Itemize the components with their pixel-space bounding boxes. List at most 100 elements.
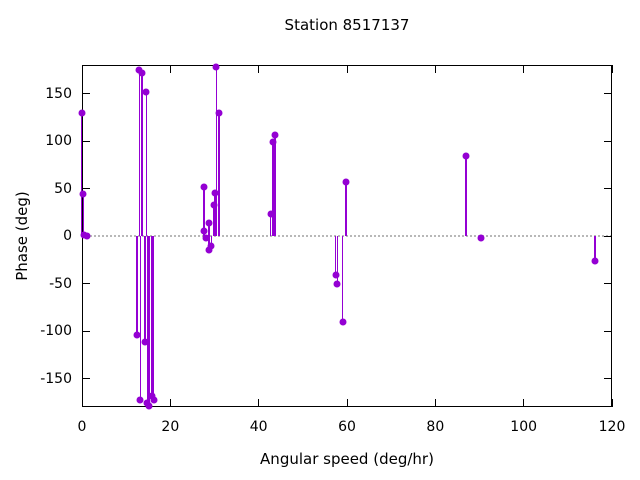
plot-area <box>78 63 613 410</box>
y-tick-mark <box>82 283 90 284</box>
y-tick-mark <box>82 188 90 189</box>
x-tick-mark <box>611 65 613 73</box>
y-tick-mark <box>604 283 612 284</box>
data-point <box>202 234 210 242</box>
data-stem <box>136 236 138 335</box>
data-point <box>133 331 141 339</box>
data-stem <box>146 236 149 404</box>
x-tick-label: 80 <box>426 419 445 435</box>
y-tick-mark <box>604 235 612 237</box>
x-tick-label: 0 <box>77 419 87 435</box>
plot-border <box>82 65 612 407</box>
x-tick-mark <box>169 399 171 407</box>
x-tick-mark <box>434 65 436 73</box>
x-tick-mark <box>81 65 83 73</box>
data-point <box>333 280 341 287</box>
y-tick-label: 150 <box>45 85 72 102</box>
x-tick-mark <box>169 65 171 73</box>
data-point <box>211 189 219 197</box>
data-stem <box>594 236 596 261</box>
data-point <box>150 396 158 404</box>
data-stem <box>144 236 146 343</box>
data-stem <box>215 66 218 236</box>
data-point <box>136 396 144 404</box>
x-tick-mark <box>258 399 260 407</box>
data-stem <box>151 236 153 396</box>
data-point <box>271 131 279 139</box>
y-tick-mark <box>82 378 90 379</box>
data-point <box>138 69 146 77</box>
data-stem <box>210 236 213 246</box>
data-point <box>200 183 208 191</box>
data-point <box>269 138 277 146</box>
data-point <box>83 232 91 240</box>
data-stem <box>272 141 274 236</box>
y-tick-mark <box>604 93 612 94</box>
data-stem <box>213 204 215 236</box>
data-stem <box>203 186 205 236</box>
data-stem <box>139 236 142 401</box>
x-tick-mark <box>523 65 525 73</box>
data-stem <box>269 214 272 236</box>
y-tick-label: 0 <box>63 228 72 244</box>
y-tick-mark <box>82 330 90 332</box>
data-stem <box>141 72 143 236</box>
data-point <box>477 234 485 242</box>
data-stem <box>465 156 467 236</box>
data-stem <box>148 236 150 407</box>
chart-title: Station 8517137 <box>284 16 410 34</box>
data-point <box>141 338 149 346</box>
x-tick-mark <box>434 399 436 407</box>
data-point <box>200 227 208 235</box>
data-stem <box>138 69 141 236</box>
data-point <box>267 210 275 218</box>
y-tick-mark <box>604 188 612 189</box>
y-tick-mark <box>604 330 612 332</box>
x-tick-mark <box>346 65 348 73</box>
data-stem <box>341 236 344 323</box>
data-point <box>78 109 86 117</box>
data-point <box>207 242 215 249</box>
x-tick-mark <box>81 399 83 407</box>
data-point <box>205 219 213 227</box>
data-stem <box>334 236 337 275</box>
x-tick-mark <box>611 399 613 407</box>
y-tick-label: 100 <box>45 133 72 149</box>
data-stem <box>274 135 276 236</box>
x-tick-label: 60 <box>338 419 356 435</box>
data-point <box>339 318 347 326</box>
data-point <box>591 257 599 265</box>
y-tick-label: -100 <box>40 323 72 339</box>
data-stem <box>152 236 155 401</box>
x-axis-label: Angular speed (deg/hr) <box>260 450 434 468</box>
data-point <box>145 402 153 410</box>
data-stem <box>214 193 216 236</box>
data-stem <box>336 236 339 284</box>
data-point <box>462 152 470 160</box>
data-point <box>215 109 223 116</box>
data-stem <box>208 222 210 236</box>
data-point <box>205 246 213 254</box>
y-tick-mark <box>82 93 90 94</box>
x-tick-label: 20 <box>161 419 180 435</box>
data-point <box>212 63 220 71</box>
x-tick-mark <box>346 399 348 407</box>
data-point <box>148 392 156 400</box>
data-point <box>79 190 87 198</box>
data-point <box>332 271 340 279</box>
data-point <box>342 178 350 186</box>
y-tick-label: -50 <box>49 275 72 292</box>
x-tick-label: 100 <box>510 419 538 435</box>
y-tick-label: 50 <box>54 180 72 197</box>
data-stem <box>218 112 220 236</box>
data-stem <box>345 181 347 236</box>
x-tick-label: 40 <box>249 419 268 435</box>
data-point <box>210 201 218 209</box>
y-tick-mark <box>82 140 90 142</box>
data-stem <box>145 91 148 236</box>
y-tick-label: -150 <box>40 370 72 387</box>
y-tick-mark <box>604 140 612 142</box>
x-tick-mark <box>523 399 525 407</box>
x-tick-mark <box>258 65 260 73</box>
